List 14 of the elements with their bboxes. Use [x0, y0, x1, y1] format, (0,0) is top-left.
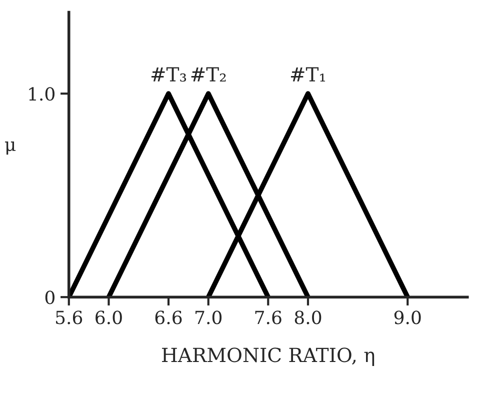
x-tick-label: 6.0 — [96, 310, 122, 324]
y-axis-title: μ — [5, 142, 16, 155]
y-tick-label: 1.0 — [29, 87, 54, 101]
x-tick-label: 7.6 — [255, 310, 282, 324]
x-axis-title: HARMONIC RATIO, η — [162, 348, 374, 366]
x-tick-label: 7.0 — [196, 310, 222, 324]
x-tick-label: 6.6 — [155, 310, 182, 324]
series-label: #T₃ — [151, 67, 186, 82]
y-tick-label: 0 — [45, 290, 54, 304]
x-tick-label: 5.6 — [56, 310, 82, 324]
x-tick-label: 9.0 — [394, 310, 421, 324]
x-tick-label: 8.0 — [294, 310, 322, 324]
series-label: #T₁ — [290, 67, 326, 82]
series-label: #T₂ — [191, 67, 226, 82]
